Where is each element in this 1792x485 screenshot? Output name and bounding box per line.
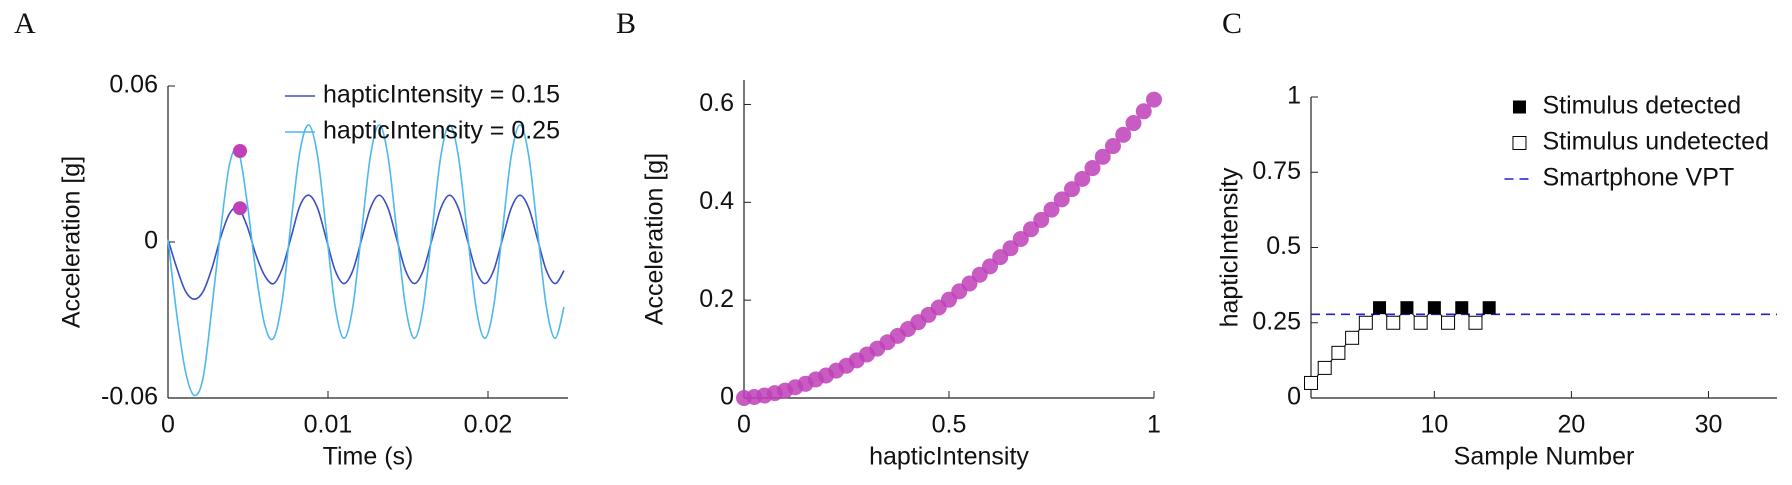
x-axis-label: Time (s)	[323, 443, 414, 471]
x-tick-label: 0	[161, 411, 175, 439]
point	[1331, 345, 1346, 360]
point	[1386, 315, 1401, 330]
point	[1033, 211, 1050, 228]
y-tick-label: 0.06	[109, 71, 158, 99]
legend-swatch	[1512, 100, 1526, 114]
point	[1094, 148, 1111, 165]
highlight-point	[233, 201, 247, 216]
legend: Stimulus detected Stimulus undetected Smar…	[1504, 92, 1769, 192]
point	[982, 258, 998, 275]
y-tick-label: 0.5	[1266, 232, 1301, 260]
point	[1146, 91, 1162, 108]
x-tick-label: 30	[1695, 411, 1723, 439]
point	[1413, 315, 1428, 330]
x-tick-label: 10	[1420, 411, 1448, 439]
legend: hapticIntensity = 0.15 hapticIntensity = …	[285, 81, 560, 145]
y-tick-label: 0.4	[699, 187, 734, 215]
y-tick-label: 0.25	[1252, 307, 1301, 335]
point	[1400, 301, 1414, 315]
x-tick-label: 1	[1147, 411, 1161, 439]
point	[1074, 170, 1091, 187]
y-axis-label: hapticIntensity	[1216, 167, 1244, 327]
panel-label: A	[14, 7, 36, 40]
y-axis-label: Acceleration [g]	[641, 153, 669, 325]
point	[1455, 301, 1469, 315]
point	[1441, 315, 1456, 330]
point	[1043, 201, 1060, 218]
y-tick-label: 0.6	[699, 89, 734, 117]
y-tick-label: -0.06	[101, 383, 158, 411]
point	[1317, 360, 1332, 375]
point	[1115, 126, 1132, 143]
panel: B 0 0.5 1 0 0.2 0.4 0.6 hapticIntensity Accelerat…	[616, 7, 1162, 471]
point	[1373, 301, 1387, 315]
y-axis-label: Acceleration [g]	[58, 156, 86, 328]
y-tick-label: 1	[1287, 82, 1301, 110]
x-axis-label: hapticIntensity	[869, 443, 1029, 471]
y-tick-label: 0	[1287, 383, 1301, 411]
legend-label: hapticIntensity = 0.25	[323, 117, 560, 145]
x-tick-label: 0	[737, 411, 751, 439]
point	[1304, 375, 1318, 390]
y-tick-label: 0.2	[699, 285, 734, 313]
series-line	[167, 124, 565, 397]
legend-label: hapticIntensity = 0.15	[323, 81, 560, 109]
point	[1345, 330, 1360, 345]
point	[1012, 231, 1029, 247]
point	[1084, 160, 1101, 177]
legend-label: Stimulus undetected	[1542, 128, 1769, 156]
point	[1427, 301, 1441, 315]
y-tick-label: 0	[720, 383, 734, 411]
point	[1002, 240, 1019, 257]
legend-label: Stimulus detected	[1542, 92, 1741, 120]
legend-label: Smartphone VPT	[1542, 164, 1734, 192]
point	[1358, 315, 1373, 330]
point	[1053, 191, 1070, 208]
point	[1064, 181, 1080, 198]
panel: C 10 20 30 0 0.25 0.5 0.75 1 Sample Number hapticI…	[1216, 7, 1777, 471]
panel-label: B	[616, 7, 636, 40]
point	[1482, 301, 1496, 315]
x-tick-label: 0.01	[304, 411, 353, 439]
x-axis-label: Sample Number	[1454, 443, 1635, 471]
legend-swatch	[1512, 136, 1527, 150]
y-tick-label: 0.75	[1252, 157, 1301, 185]
x-tick-label: 0.5	[932, 411, 967, 439]
y-tick-label: 0	[144, 227, 158, 255]
point	[1105, 138, 1121, 155]
point	[1135, 103, 1152, 120]
point	[1468, 315, 1483, 330]
highlight-point	[233, 144, 247, 158]
x-tick-label: 0.02	[464, 411, 513, 439]
x-tick-label: 20	[1558, 411, 1586, 439]
point	[1023, 221, 1039, 238]
point	[1125, 115, 1142, 132]
panel-label: C	[1222, 7, 1242, 40]
